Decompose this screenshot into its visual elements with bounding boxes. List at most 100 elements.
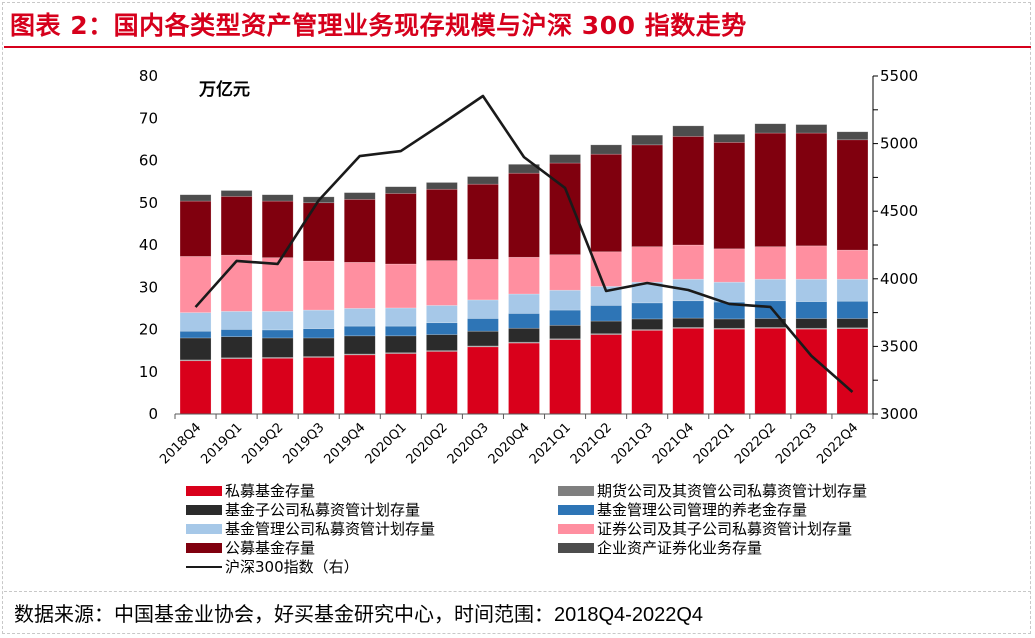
bar-segment-5 — [467, 299, 499, 319]
bar-segment-3 — [508, 327, 540, 343]
bar-segment-8 — [672, 125, 705, 137]
bar-segment-7 — [713, 142, 746, 250]
bar-segment-7 — [754, 132, 787, 247]
legend-item: 证券公司及其子公司私募资管计划存量 — [558, 519, 867, 538]
index-line — [194, 94, 854, 393]
legend-label: 基金子公司私募资管计划存量 — [225, 501, 421, 519]
bar-segment-5 — [549, 289, 581, 311]
bar-segment-6 — [179, 256, 212, 313]
bar-segment-8 — [713, 134, 746, 143]
legend-color-swatch — [186, 485, 222, 496]
left-y-tick-label: 30 — [139, 278, 158, 296]
bar-segment-3 — [836, 318, 869, 329]
bar-segment-3 — [467, 330, 499, 347]
bar-segment-6 — [220, 254, 253, 312]
legend-item: 期货公司及其资管公司私募资管计划存量 — [558, 481, 867, 500]
legend-color-swatch — [186, 523, 222, 534]
bar-segment-1 — [426, 351, 458, 415]
bar-segment-6 — [385, 263, 417, 309]
bar-segment-3 — [302, 337, 335, 357]
left-y-tick-label: 70 — [139, 109, 158, 127]
right-y-tick-label: 5000 — [880, 135, 918, 153]
legend-line-swatch — [186, 565, 222, 568]
x-tick-label: 2022Q4 — [814, 420, 861, 467]
bar-segment-5 — [795, 278, 828, 302]
bar-segment-3 — [713, 318, 746, 329]
bar-segment-6 — [795, 245, 828, 280]
bar-segment-6 — [713, 248, 746, 283]
bar-segment-4 — [631, 302, 663, 320]
bar-segment-1 — [631, 330, 663, 415]
legend-item: 基金管理公司私募资管计划存量 — [186, 519, 435, 538]
bar-segment-4 — [426, 322, 458, 335]
left-y-tick-label: 40 — [139, 236, 158, 254]
bar-segment-3 — [754, 318, 787, 328]
legend-label: 沪深300指数（右） — [225, 558, 359, 576]
bar-segment-7 — [836, 139, 869, 251]
bar-segment-1 — [343, 354, 376, 415]
legend-item: 企业资产证券化业务存量 — [558, 538, 867, 557]
bar-segment-1 — [590, 334, 622, 415]
legend-color-swatch — [558, 542, 594, 553]
legend-label: 私募基金存量 — [225, 482, 316, 500]
bar-segment-4 — [261, 329, 294, 339]
bar-segment-1 — [754, 327, 787, 415]
bar-segment-6 — [836, 249, 869, 280]
bar-segment-6 — [343, 262, 376, 309]
bar-segment-5 — [508, 293, 540, 314]
bar-segment-1 — [508, 342, 540, 415]
bar-segment-4 — [590, 305, 622, 322]
right-y-tick-label: 4500 — [880, 202, 918, 220]
stacked-bar-line-chart: 0 10 20 30 40 50 60 70 80 3000 3500 4000 4500 5000 550… — [139, 67, 918, 467]
bar-segment-3 — [590, 320, 622, 335]
bar-segment-5 — [220, 311, 253, 330]
bar-segment-3 — [385, 335, 417, 354]
bar-segment-3 — [220, 336, 253, 359]
x-tick-label: 2021Q4 — [650, 420, 697, 467]
legend-color-swatch — [186, 504, 222, 515]
x-tick-label: 2021Q2 — [568, 420, 615, 467]
left-y-tick-label: 0 — [148, 405, 158, 423]
legend-label: 证券公司及其子公司私募资管计划存量 — [597, 520, 853, 538]
bar-segment-5 — [426, 305, 458, 324]
legend-item: 公募基金存量 — [186, 538, 435, 557]
unit-label: 万亿元 — [198, 79, 250, 100]
bar-segment-7 — [672, 136, 705, 246]
bar-segment-6 — [631, 246, 663, 283]
bar-segment-8 — [426, 182, 458, 190]
bar-segment-6 — [426, 260, 458, 306]
legend-item: 私募基金存量 — [186, 481, 435, 500]
bar-segment-8 — [261, 194, 294, 202]
bar-segment-7 — [343, 199, 376, 263]
bar-segment-8 — [795, 124, 828, 134]
x-tick-label: 2019Q1 — [198, 420, 245, 467]
x-tick-label: 2020Q2 — [404, 420, 451, 467]
bar-segment-4 — [836, 300, 869, 319]
bar-segment-2 — [549, 338, 581, 340]
bar-segment-7 — [631, 144, 663, 247]
bar-segment-5 — [343, 308, 376, 327]
x-tick-label: 2020Q4 — [486, 420, 533, 467]
left-y-tick-label: 50 — [139, 194, 158, 212]
bar-segment-4 — [302, 328, 335, 339]
bar-segment-1 — [385, 353, 417, 415]
bar-segment-7 — [508, 172, 540, 258]
right-y-tick-label: 3500 — [880, 337, 918, 355]
bar-segment-6 — [754, 246, 787, 280]
bar-segment-4 — [220, 329, 253, 337]
bar-segment-6 — [261, 257, 294, 312]
bar-segment-4 — [385, 325, 417, 337]
bar-segment-4 — [754, 300, 787, 319]
bar-segment-8 — [754, 123, 787, 134]
bar-segment-1 — [220, 358, 253, 415]
bar-segment-7 — [179, 200, 212, 257]
right-y-tick-label: 4000 — [880, 270, 918, 288]
bar-segment-1 — [467, 346, 499, 415]
bar-segment-4 — [795, 301, 828, 319]
bar-segment-8 — [467, 176, 499, 185]
legend-label: 期货公司及其资管公司私募资管计划存量 — [597, 482, 868, 500]
bar-segment-1 — [261, 357, 294, 415]
bar-segment-1 — [836, 328, 869, 415]
x-tick-label: 2019Q3 — [280, 420, 327, 467]
bar-segment-7 — [302, 202, 335, 262]
